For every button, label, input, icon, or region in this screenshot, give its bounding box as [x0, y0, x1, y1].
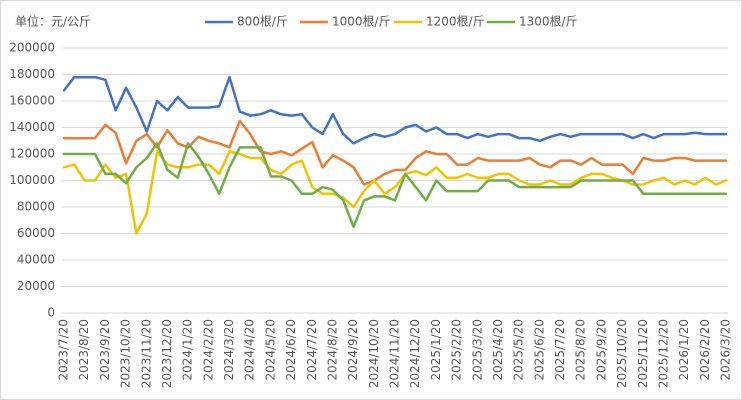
y-tick-label: 20000 [17, 279, 55, 293]
x-tick-label: 2025/12/20 [656, 319, 670, 388]
y-tick-label: 60000 [17, 226, 55, 240]
x-tick-label: 2024/12/20 [408, 319, 422, 388]
x-tick-label: 2025/11/20 [636, 319, 650, 388]
x-tick-label: 2023/9/20 [98, 319, 112, 381]
unit-label: 单位：元/公斤 [15, 14, 91, 29]
x-tick-label: 2025/1/20 [429, 319, 443, 381]
y-tick-label: 120000 [9, 147, 55, 161]
x-tick-label: 2024/5/20 [263, 319, 277, 381]
x-tick-label: 2023/8/20 [77, 319, 91, 381]
y-tick-label: 160000 [9, 94, 55, 108]
y-tick-label: 40000 [17, 253, 55, 267]
y-tick-label: 100000 [9, 173, 55, 187]
x-tick-label: 2025/9/20 [594, 319, 608, 381]
x-tick-label: 2024/3/20 [222, 319, 236, 381]
x-tick-label: 2025/8/20 [574, 319, 588, 381]
x-tick-label: 2025/4/20 [491, 319, 505, 381]
y-tick-label: 80000 [17, 200, 55, 214]
x-tick-label: 2024/2/20 [201, 319, 215, 381]
x-tick-label: 2025/7/20 [553, 319, 567, 381]
x-tick-label: 2024/11/20 [388, 319, 402, 388]
series-line [62, 119, 728, 186]
legend-label: 1000根/斤 [332, 15, 391, 29]
x-tick-label: 2026/1/20 [677, 319, 691, 381]
series-line [62, 75, 728, 145]
x-tick-label: 2025/5/20 [512, 319, 526, 381]
x-tick-label: 2024/4/20 [243, 319, 257, 381]
x-tick-label: 2025/10/20 [615, 319, 629, 388]
x-tick-label: 2024/8/20 [325, 319, 339, 381]
x-tick-label: 2023/12/20 [160, 319, 174, 388]
x-tick-label: 2026/3/20 [719, 319, 733, 381]
x-tick-label: 2023/10/20 [119, 319, 133, 388]
x-tick-label: 2023/7/20 [57, 319, 71, 381]
series-line [62, 150, 728, 235]
x-tick-label: 2024/7/20 [305, 319, 319, 381]
x-tick-label: 2025/2/20 [450, 319, 464, 381]
x-tick-label: 2024/10/20 [367, 319, 381, 388]
y-tick-label: 200000 [9, 41, 55, 55]
legend-label: 1300根/斤 [519, 15, 578, 29]
x-tick-label: 2023/11/20 [139, 319, 153, 388]
x-tick-label: 2024/6/20 [284, 319, 298, 381]
x-tick-label: 2024/9/20 [346, 319, 360, 381]
x-tick-label: 2024/1/20 [181, 319, 195, 381]
legend-label: 1200根/斤 [426, 15, 485, 29]
y-tick-label: 0 [47, 306, 55, 320]
y-tick-label: 140000 [9, 120, 55, 134]
legend-label: 800根/斤 [237, 15, 288, 29]
y-tick-label: 180000 [9, 67, 55, 81]
x-tick-label: 2026/2/20 [698, 319, 712, 381]
x-tick-label: 2025/3/20 [470, 319, 484, 381]
series-line [62, 142, 728, 229]
x-tick-label: 2025/6/20 [532, 319, 546, 381]
